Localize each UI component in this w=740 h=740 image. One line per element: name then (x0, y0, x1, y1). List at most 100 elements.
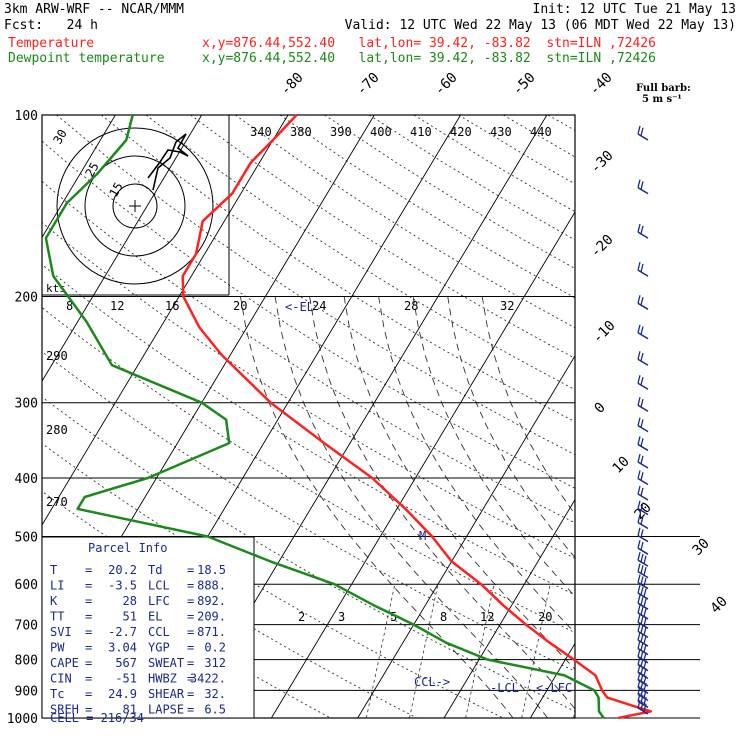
pressure-label: 100 (15, 109, 38, 124)
parcel-equals: = (85, 579, 92, 593)
parcel-field-value: 6.5 (204, 703, 226, 717)
wind-barb (637, 584, 649, 600)
hodograph-ring (112, 183, 158, 229)
moist-adiabat (378, 296, 575, 634)
model-title: 3km ARW-WRF -- NCAR/MMM (4, 2, 185, 17)
isotherm-label: -10 (590, 318, 619, 347)
theta-side-label: 280 (46, 423, 68, 437)
wind-barb (637, 125, 649, 141)
moist-adiabat (309, 296, 575, 710)
parcel-field-name: TT (50, 610, 64, 624)
parcel-cell: CELL = 216/34 (50, 711, 144, 725)
wind-barb (637, 261, 649, 277)
mixing-ratio-line (642, 584, 670, 718)
parcel-equals: = (187, 656, 194, 670)
dry-adiabat (145, 115, 575, 391)
parcel-equals: = (187, 703, 194, 717)
speed-tick-label: 12 (110, 299, 124, 313)
theta-side-label: 270 (46, 495, 68, 509)
parcel-equals: = (187, 563, 194, 577)
parcel-field-value: 888. (197, 579, 226, 593)
theta-label: 440 (530, 125, 552, 139)
parcel-field-value: 0.2 (204, 641, 226, 655)
moist-adiabat (274, 296, 548, 718)
isotherm-label: -70 (354, 70, 383, 99)
dry-adiabat (369, 115, 575, 241)
parcel-box (41, 536, 255, 719)
theta-label: 400 (370, 125, 392, 139)
temperature-location: x,y=876.44,552.40 lat,lon= 39.42, -83.82… (202, 36, 656, 51)
mixing-ratio-label: 20 (538, 610, 552, 624)
parcel-field-value: -3.5 (108, 579, 137, 593)
mixing-ratio-label: 2 (298, 610, 305, 624)
barb-legend-title: Full barb: (636, 83, 691, 94)
isotherm-label: 30 (690, 536, 713, 559)
moist-adiabat (481, 296, 575, 515)
parcel-equals: = (85, 594, 92, 608)
theta-label: 340 (250, 125, 272, 139)
hodograph-ring-label: 30 (50, 127, 69, 147)
theta-side-label: 290 (46, 349, 68, 363)
wind-barb (637, 527, 649, 543)
lfc-marker: <-LFC (536, 681, 572, 695)
isotherm-label: -60 (432, 70, 461, 99)
speed-tick-label: 16 (165, 299, 179, 313)
pressure-label: 800 (15, 654, 38, 669)
parcel-field-value: 871. (197, 625, 226, 639)
parcel-field-name: HWBZ (148, 672, 177, 686)
isotherm-label: 0 (592, 400, 609, 417)
mixing-ratio-label: 3 (338, 610, 345, 624)
parcel-field-name: LAPSE (148, 703, 184, 717)
wind-barb (637, 397, 649, 412)
parcel-equals: = (85, 641, 92, 655)
isotherm (703, 115, 740, 718)
dry-adiabat (547, 115, 575, 131)
wind-barb (637, 540, 649, 555)
parcel-equals: = (187, 610, 194, 624)
parcel-field-value: -2.7 (108, 625, 137, 639)
isotherm (617, 115, 740, 718)
wind-barb (637, 375, 649, 390)
pressure-label: 500 (15, 530, 38, 545)
speed-tick-label: 8 (66, 299, 73, 313)
parcel-field-value: 81 (123, 703, 137, 717)
parcel-equals: = (187, 687, 194, 701)
dry-adiabat (413, 115, 575, 213)
parcel-equals: = (85, 625, 92, 639)
parcel-field-value: 312 (204, 656, 226, 670)
mixing-ratio-line (465, 584, 495, 718)
mixing-ratio-label: 8 (440, 610, 447, 624)
wind-barb (637, 324, 649, 340)
parcel-field-name: CCL (148, 625, 170, 639)
parcel-field-name: PW (50, 641, 65, 655)
dry-adiabat (42, 263, 575, 596)
wind-barb (637, 351, 649, 366)
isotherm-label: -30 (588, 148, 617, 177)
barb-legend-units: 5 m s⁻¹ (642, 94, 682, 105)
wind-barb (637, 574, 649, 590)
lcl-marker: -LCL (490, 681, 519, 695)
theta-label: 380 (290, 125, 312, 139)
parcel-field-name: K (50, 594, 58, 608)
parcel-field-value: 3422. (190, 672, 226, 686)
parcel-field-value: 567 (115, 656, 137, 670)
theta-label: 410 (410, 125, 432, 139)
isotherm (42, 115, 116, 239)
mixing-ratio-line (409, 584, 439, 718)
isotherm (42, 115, 289, 526)
isotherm-label: 10 (610, 454, 633, 477)
pressure-label: 900 (15, 684, 38, 699)
wind-barb (637, 223, 649, 239)
isotherm (271, 211, 575, 718)
theta-label: 430 (490, 125, 512, 139)
parcel-equals: = (85, 656, 92, 670)
theta-label: 390 (330, 125, 352, 139)
moist-adiabat (447, 296, 575, 559)
isotherm (529, 642, 575, 718)
mixing-ratio-label: 12 (480, 610, 494, 624)
temperature-legend-label: Temperature (8, 36, 95, 51)
isotherm-label: -50 (510, 70, 539, 99)
mixing-ratio-label: 5 (390, 610, 397, 624)
